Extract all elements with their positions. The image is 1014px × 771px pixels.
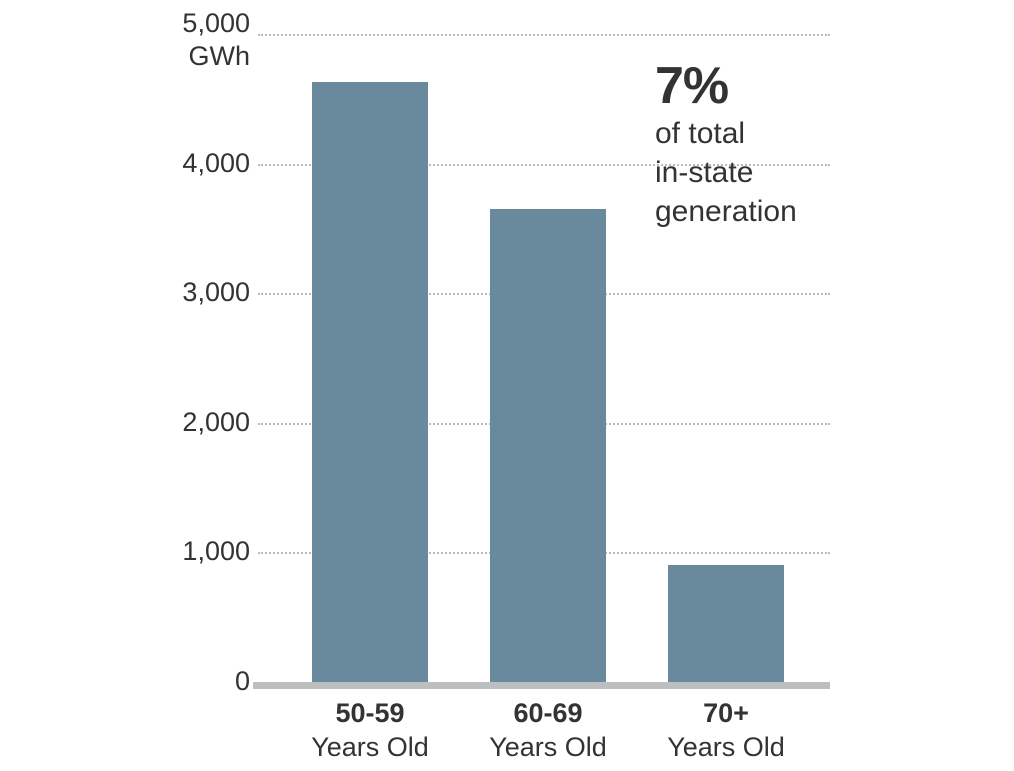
callout-percent: 7% <box>655 57 729 115</box>
x-tick-category-60-69: 60-69 <box>513 698 583 728</box>
bar-group-50-59 <box>312 0 428 682</box>
gridline-4000 <box>258 164 830 166</box>
x-tick-50-59: 50-59 Years Old <box>270 697 470 764</box>
y-tick-label-1000: 1,000 <box>182 536 250 566</box>
gridline-5000 <box>258 34 830 36</box>
bars-layer <box>312 0 784 682</box>
x-tick-sublabel-50-59: Years Old <box>311 732 429 762</box>
y-axis-unit-label: GWh <box>188 41 250 71</box>
bar-group-60-69 <box>490 0 606 682</box>
x-tick-sublabel-70-plus: Years Old <box>667 732 785 762</box>
callout-line-3: generation <box>655 195 797 228</box>
x-axis-baseline <box>253 682 830 689</box>
bar-60-69[interactable] <box>490 208 606 682</box>
y-tick-label-0: 0 <box>234 666 250 696</box>
x-tick-category-70-plus: 70+ <box>703 698 749 728</box>
y-tick-label-4000: 4,000 <box>182 148 250 178</box>
y-tick-label-3000: 3,000 <box>182 277 250 307</box>
y-tick-label-5000: 5,000 <box>182 8 250 38</box>
x-tick-category-50-59: 50-59 <box>335 698 405 728</box>
x-tick-70-plus: 70+ Years Old <box>626 697 826 764</box>
y-tick-label-2000: 2,000 <box>182 407 250 437</box>
bar-group-70-plus <box>668 0 784 682</box>
callout-annotation: 7% of total in-state generation <box>655 58 935 231</box>
bar-50-59[interactable] <box>312 81 428 682</box>
bar-70-plus[interactable] <box>668 565 784 682</box>
callout-line-1: of total <box>655 117 746 150</box>
x-tick-sublabel-60-69: Years Old <box>489 732 607 762</box>
x-tick-60-69: 60-69 Years Old <box>448 697 648 764</box>
callout-line-2: in-state <box>655 156 754 189</box>
